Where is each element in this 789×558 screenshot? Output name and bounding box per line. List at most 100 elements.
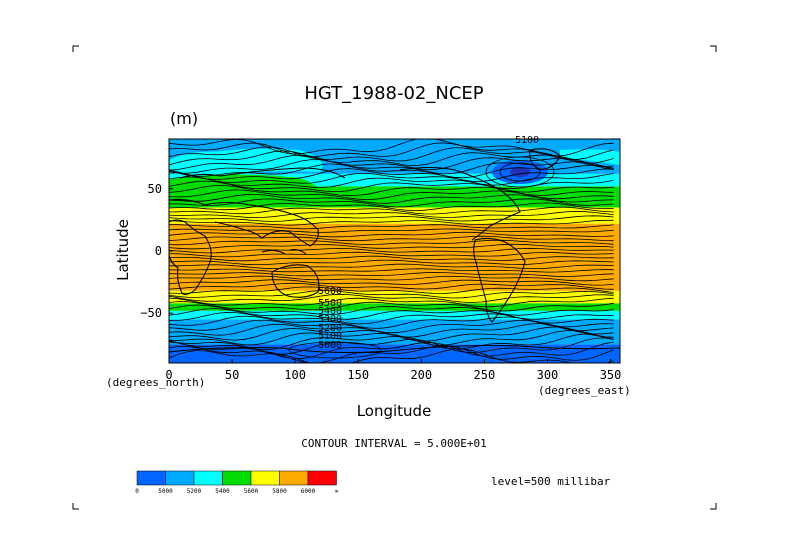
contour-line [169,206,614,215]
contour-line [169,231,614,238]
y-unit-label: (degrees_north) [106,376,205,389]
contour-closed-antarctic [288,341,382,359]
contour-label: 5600 [318,286,342,297]
contour-line [169,301,614,312]
contour-line [169,219,614,226]
south-america-coastline [473,237,526,323]
crop-mark-top-right [710,45,717,52]
contour-line [169,268,614,273]
contour-line [169,180,614,193]
contour-line [169,150,614,168]
contour-lines [169,139,614,363]
x-tick-label: 100 [284,368,306,382]
contour-line [169,341,614,360]
colorbar-swatch [165,470,195,486]
x-tick-label: 250 [474,368,496,382]
contour-line [169,235,614,242]
contour-line [169,345,614,363]
contour-line [169,139,614,157]
contour-line [169,172,614,186]
contour-line [169,279,614,286]
contour-line [169,263,614,269]
y-tick-label: −50 [140,306,162,320]
greenland-coastline [529,148,561,171]
arctic-low-core-fill [510,167,530,177]
colorbar-tick-label: 5800 [272,488,287,495]
band-2 [169,310,620,320]
contour-line [169,251,614,258]
crop-mark-top-left [72,45,79,52]
contour-line [169,275,614,282]
x-unit-label: (degrees_east) [538,384,631,397]
contour-closed-arctic-inner [499,162,541,182]
contour-label: 5100 [515,135,539,146]
contour-line [169,293,614,303]
x-tick-label: 150 [347,368,369,382]
contour-line [169,198,614,208]
level-note: level=500 millibar [491,475,611,488]
contour-line [169,210,614,219]
x-tick-label: 0 [165,368,172,382]
colorbar-tick-label: 5000 [158,488,173,495]
contour-line [169,323,614,338]
crop-mark-bottom-left [72,503,79,510]
contour-line [169,308,614,320]
contour-label: 5500 [318,298,342,309]
x-tick-label: 300 [537,368,559,382]
y-axis-title: Latitude [114,219,132,281]
contour-line [169,202,614,212]
units-label: (m) [170,109,198,128]
colorbar-swatch [136,470,166,486]
africa-coastline [169,219,212,296]
colorbar-tick-label: 6000 [301,488,316,495]
colorbar-swatch [307,470,337,486]
contour-label: 5200 [318,323,342,334]
x-axis-ticks: 0 50 100 150 200 250 300 350 [165,359,621,382]
y-axis-ticks: −50 0 50 [140,182,173,320]
contour-label: 5400 [318,306,342,317]
coastlines [169,148,620,354]
colorbar-tick-label: 5200 [187,488,202,495]
x-tick-label: 350 [600,368,622,382]
contour-line [169,159,614,175]
contour-line [169,311,614,325]
arctic-coastline [179,167,346,179]
contour-line [169,297,614,308]
contour-label: 5000 [318,340,342,351]
contour-line [169,247,614,254]
colorbar-tick-label: 5600 [244,488,259,495]
contour-line [169,142,614,161]
colorbar-tick-label: 0 [135,488,139,495]
colorbar-legend: 0 5000 5200 5400 5600 5800 6000 ∞ [135,470,339,495]
contour-line [169,286,614,294]
contour-line [169,224,614,230]
contour-line [169,259,614,265]
contour-label: 5300 [318,314,342,325]
contour-line [169,304,614,316]
contour-line [169,348,614,363]
contour-line [169,282,614,290]
antarctica-coastline [169,344,620,354]
colorbar-swatch [193,470,223,486]
crop-marks [72,45,717,510]
y-tick-label: 0 [155,244,162,258]
contour-line [169,239,614,246]
contour-line [169,243,614,250]
contour-line [169,215,614,222]
colorbar-tick-label: 5400 [215,488,230,495]
contour-line [169,193,614,204]
contour-line [169,290,614,299]
contour-label: 5100 [318,331,342,342]
chart-title: HGT_1988-02_NCEP [304,83,483,104]
contour-line [169,189,614,201]
australia-coastline [271,264,320,298]
x-tick-label: 50 [225,368,239,382]
contour-line [169,272,614,277]
contour-interval-note: CONTOUR INTERVAL = 5.000E+01 [301,437,486,450]
y-tick-label: 50 [148,182,162,196]
colorbar-tick-label: ∞ [335,488,339,495]
contour-line [169,185,614,197]
